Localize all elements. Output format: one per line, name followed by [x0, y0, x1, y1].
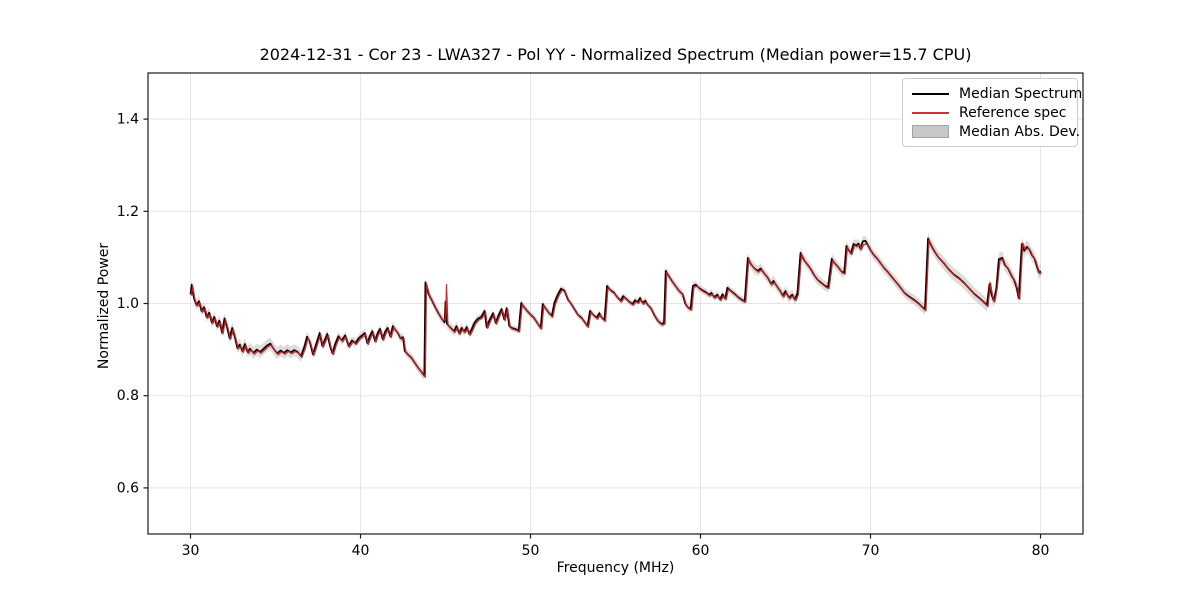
y-tick-label: 0.8 — [117, 388, 139, 404]
x-axis-label: Frequency (MHz) — [556, 560, 675, 576]
legend-label: Reference spec — [959, 104, 1067, 121]
x-tick-label: 70 — [862, 543, 880, 559]
swatch — [912, 111, 949, 114]
swatch — [912, 92, 949, 95]
legend-item: Reference spec — [912, 103, 1068, 122]
legend-label: Median Spectrum — [959, 85, 1083, 102]
mad-band — [190, 232, 1041, 381]
legend-line-swatch — [912, 111, 949, 114]
x-tick-label: 40 — [352, 543, 370, 559]
grid-lines — [148, 73, 1083, 534]
legend-item: Median Abs. Dev. — [912, 122, 1080, 141]
plot-title: 2024-12-31 - Cor 23 - LWA327 - Pol YY - … — [259, 45, 972, 64]
axis-ticks: 30 40 50 60 70 80 0.6 0.8 1.0 1.2 1.4 — [117, 112, 1050, 559]
legend-line-swatch — [912, 92, 949, 95]
legend-item: Median Spectrum — [912, 84, 1082, 103]
x-tick-label: 50 — [522, 543, 540, 559]
y-tick-label: 0.6 — [117, 480, 139, 496]
reference-spec-line — [190, 239, 1043, 378]
y-tick-label: 1.2 — [117, 204, 139, 220]
legend-label: Median Abs. Dev. — [959, 123, 1081, 140]
legend-patch-swatch — [912, 125, 949, 138]
legend: Median Spectrum Reference spec Median Abs.… — [902, 78, 1082, 147]
x-tick-label: 60 — [692, 543, 710, 559]
x-tick-label: 80 — [1032, 543, 1050, 559]
y-axis-label: Normalized Power — [96, 242, 112, 370]
swatch — [912, 125, 949, 138]
y-tick-label: 1.4 — [117, 112, 139, 128]
x-tick-label: 30 — [182, 543, 200, 559]
median-spectrum-line — [189, 237, 1042, 377]
y-tick-label: 1.0 — [117, 296, 139, 312]
